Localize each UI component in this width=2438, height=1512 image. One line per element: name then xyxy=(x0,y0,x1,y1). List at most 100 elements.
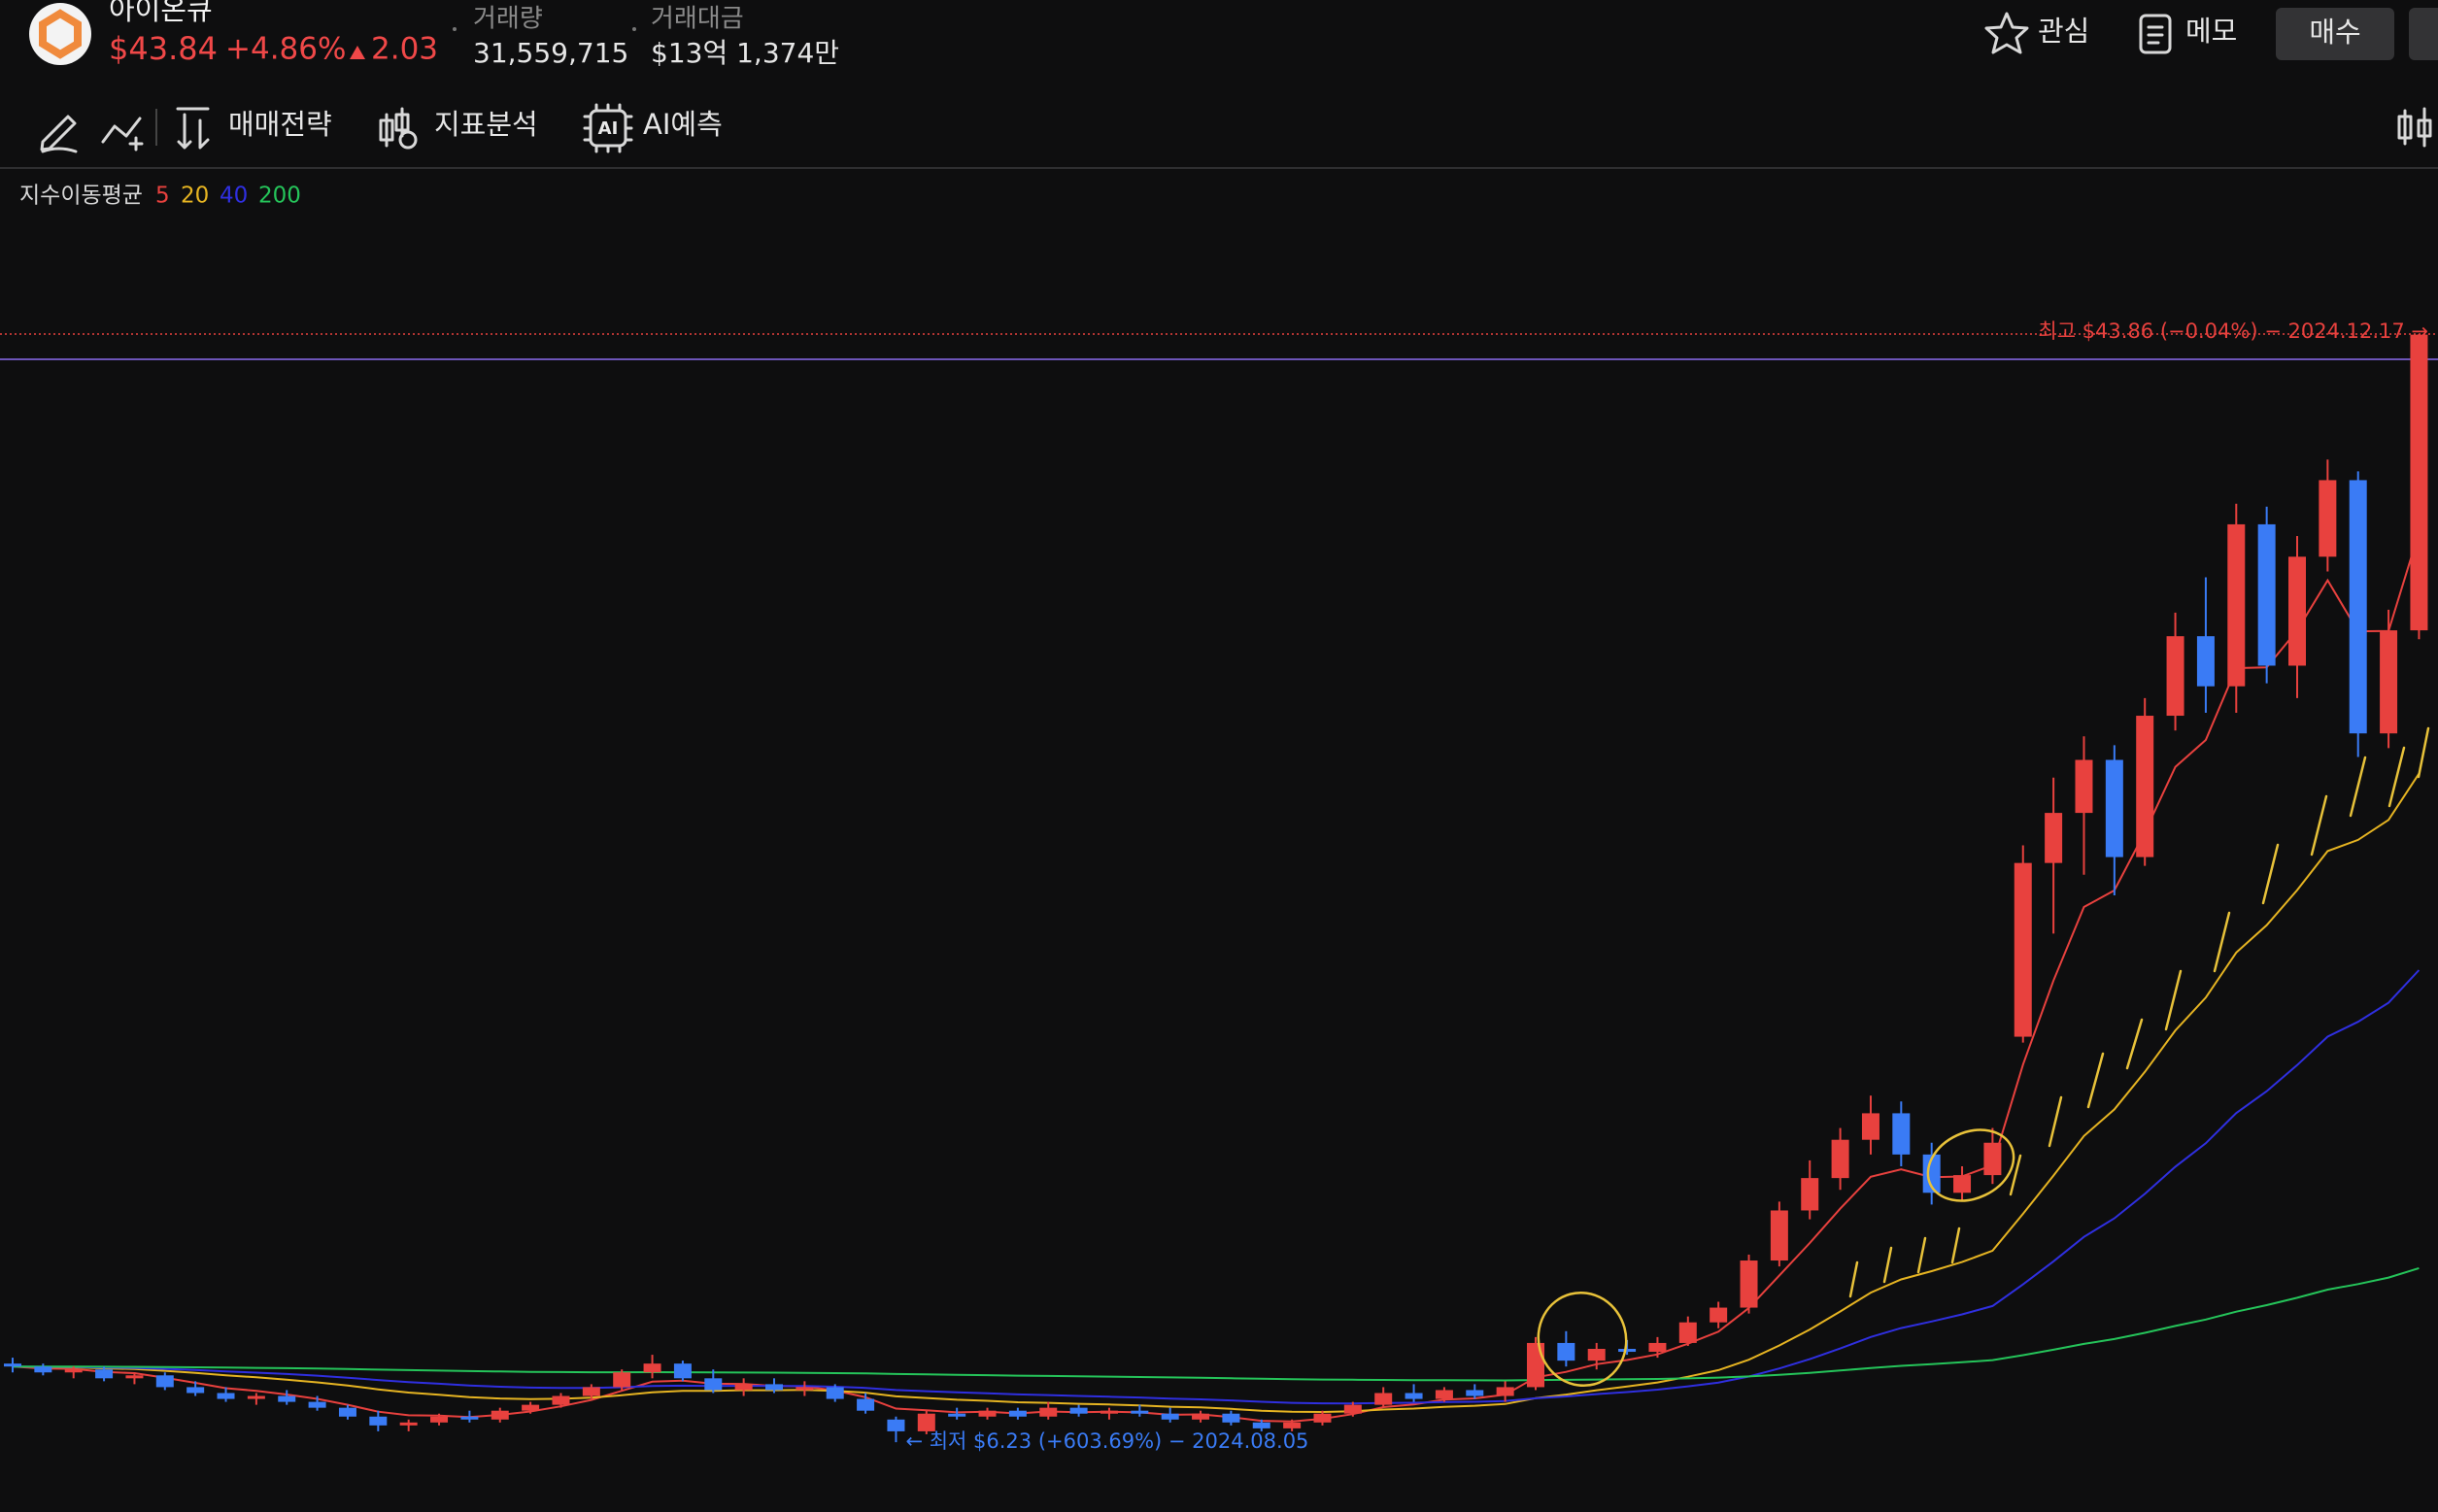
candle-body xyxy=(247,1395,265,1399)
candle-body xyxy=(186,1387,205,1394)
candle-body xyxy=(460,1416,479,1420)
buy-button[interactable]: 매수 xyxy=(2276,8,2394,60)
candle-body xyxy=(1557,1342,1575,1361)
candle-body xyxy=(308,1401,326,1408)
buy-label[interactable]: 매수 xyxy=(2309,16,2360,49)
strategy-tab[interactable]: 매매전략 xyxy=(176,107,332,150)
candle-body xyxy=(1343,1404,1362,1414)
candle-body xyxy=(1283,1422,1302,1428)
candle-body xyxy=(217,1393,235,1399)
candle-body xyxy=(582,1387,600,1396)
analysis-label[interactable]: 지표분석 xyxy=(434,108,538,141)
candle-body xyxy=(2014,862,2032,1037)
ai-icon-text: AI xyxy=(598,118,619,139)
star-icon xyxy=(1984,12,2029,54)
annotation-strokes xyxy=(1848,726,2430,1298)
candle-body xyxy=(1861,1113,1879,1140)
chart-type-icon[interactable] xyxy=(2397,107,2432,148)
candle-body xyxy=(734,1384,753,1391)
ema-period-label: 40 xyxy=(220,184,248,209)
candle-body xyxy=(704,1378,723,1391)
candle-body xyxy=(1770,1210,1788,1261)
ai-label[interactable]: AI예측 xyxy=(643,108,723,141)
candle-body xyxy=(1587,1349,1606,1361)
candle-body xyxy=(522,1404,540,1411)
price: $43.84 xyxy=(109,30,218,67)
logo xyxy=(29,3,91,65)
candle-body xyxy=(430,1416,449,1423)
candle-body xyxy=(2319,480,2337,557)
memo-icon xyxy=(2139,14,2172,54)
separator-dot xyxy=(632,27,636,31)
low-label: ← 최저 $6.23 (+603.69%) − 2024.08.05 xyxy=(905,1429,1308,1453)
amount-label: 거래대금 xyxy=(651,5,744,34)
strategy-label[interactable]: 매매전략 xyxy=(228,108,332,141)
candle-body xyxy=(1161,1413,1179,1420)
candle-body xyxy=(125,1375,144,1379)
chart: 지수이동평균 5 20 40 200 최고 $43.86 (−0.04%) − 2024… xyxy=(0,184,2438,1453)
candle-body xyxy=(1466,1390,1484,1396)
candle-body xyxy=(1496,1387,1514,1396)
candle-body xyxy=(613,1372,631,1388)
candle-body xyxy=(2380,630,2398,734)
memo-label[interactable]: 메모 xyxy=(2185,15,2237,48)
ai-icon-pins xyxy=(583,103,633,153)
candle-body xyxy=(1100,1410,1118,1414)
draw-icon[interactable] xyxy=(40,115,78,153)
candle-body xyxy=(2196,636,2215,687)
ema-line xyxy=(12,969,2421,1405)
candle-body xyxy=(1192,1413,1210,1420)
candle-body xyxy=(917,1413,935,1431)
analysis-icon xyxy=(379,107,410,148)
candle-body xyxy=(796,1387,814,1391)
change-pct: +4.86% xyxy=(225,32,346,67)
candle-body xyxy=(1313,1413,1332,1423)
ema-label: 지수이동평균 xyxy=(19,184,143,209)
candle-body xyxy=(1648,1342,1667,1353)
candle-body xyxy=(338,1407,356,1417)
candle-body xyxy=(2257,523,2276,666)
candle-body xyxy=(1740,1260,1758,1308)
candle-body xyxy=(155,1375,174,1388)
candle-body xyxy=(399,1422,418,1426)
amount: $13억 1,374만 xyxy=(651,37,839,69)
header: 아이온큐 $43.84 +4.86% 2.03 거래량 31,559,715 거… xyxy=(29,0,2438,69)
ema-line xyxy=(12,531,2421,1423)
ema-period-label: 200 xyxy=(258,184,301,209)
candle-body xyxy=(369,1416,388,1426)
annotation-circle xyxy=(1537,1291,1628,1388)
candle-body xyxy=(278,1395,296,1402)
buy-button-bg[interactable] xyxy=(2276,8,2394,60)
candle-body xyxy=(1527,1342,1544,1388)
analysis-icon-lens xyxy=(398,130,418,150)
indicator-icon[interactable] xyxy=(101,117,144,151)
candle-body xyxy=(1222,1413,1240,1423)
candle-body xyxy=(2288,556,2306,666)
candle-body xyxy=(1831,1139,1849,1179)
candle-body xyxy=(2349,480,2367,734)
candle-body xyxy=(1069,1407,1088,1414)
memo-button[interactable]: 메모 xyxy=(2139,14,2237,54)
candle-body xyxy=(1678,1322,1697,1343)
watch-button[interactable]: 관심 xyxy=(1984,12,2089,54)
candle-body xyxy=(978,1410,997,1417)
candle-body xyxy=(2045,813,2063,863)
analysis-tab[interactable]: 지표분석 xyxy=(379,107,538,150)
watch-label[interactable]: 관심 xyxy=(2038,15,2089,48)
candle-body xyxy=(64,1369,83,1373)
candle-body xyxy=(857,1398,875,1411)
candle-body xyxy=(2166,636,2184,717)
ai-tab[interactable]: AI AI예측 xyxy=(583,103,723,153)
ema-period-label: 5 xyxy=(155,184,170,209)
volume: 31,559,715 xyxy=(473,37,628,69)
high-label: 최고 $43.86 (−0.04%) − 2024.12.17 → xyxy=(2038,319,2428,343)
sell-button-bg[interactable] xyxy=(2409,8,2438,60)
candle-body xyxy=(1983,1142,2002,1176)
annotations xyxy=(1537,726,2430,1388)
candle-body xyxy=(765,1384,783,1391)
ema-line xyxy=(12,773,2421,1414)
candle-body xyxy=(1618,1349,1637,1353)
